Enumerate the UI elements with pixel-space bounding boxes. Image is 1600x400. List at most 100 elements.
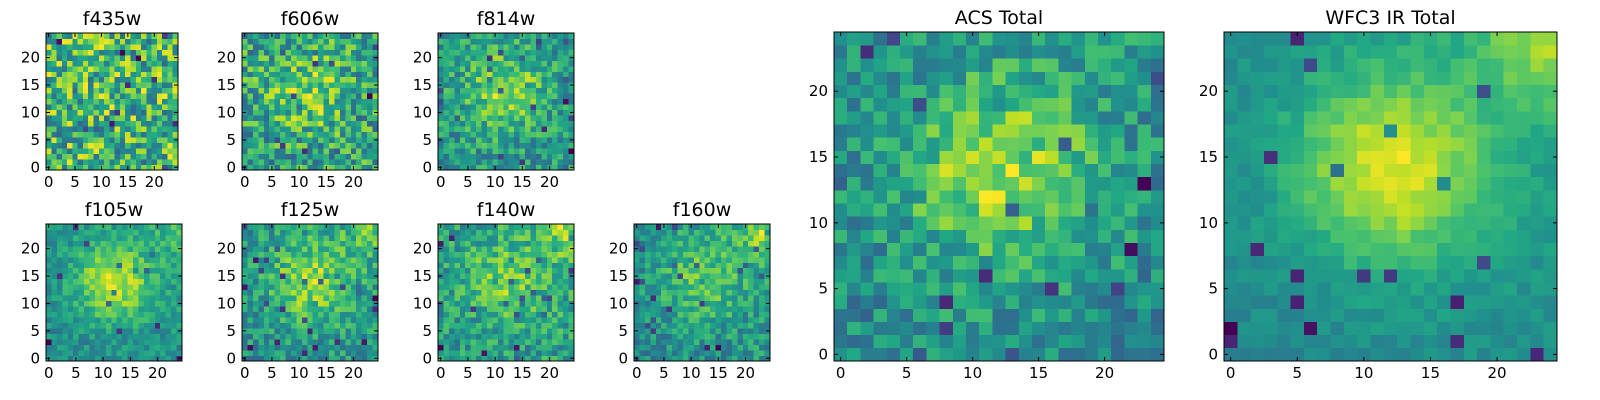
heatmap-cell <box>519 131 526 138</box>
heatmap-cell <box>133 339 139 345</box>
heatmap-cell <box>672 284 678 291</box>
heatmap-cell <box>557 142 564 149</box>
heatmap-cell <box>242 60 248 67</box>
heatmap-cell <box>274 115 281 122</box>
heatmap-cell <box>530 245 537 252</box>
heatmap-cell <box>486 224 493 230</box>
heatmap-cell <box>242 333 248 340</box>
heatmap-cell <box>486 164 493 171</box>
x-tick-label: 15 <box>513 364 532 382</box>
heatmap-cell <box>966 295 980 309</box>
heatmap-cell <box>252 224 259 230</box>
heatmap-cell <box>82 159 89 165</box>
heatmap-cell <box>677 224 684 230</box>
heatmap-cell <box>470 164 477 171</box>
heatmap-cell <box>552 339 559 345</box>
heatmap-cell <box>82 131 89 138</box>
heatmap-cell <box>51 284 58 291</box>
heatmap-cell <box>438 65 444 72</box>
heatmap-cell <box>133 289 139 296</box>
heatmap-cell <box>135 120 142 127</box>
heatmap-cell <box>688 245 695 252</box>
heatmap-cell <box>172 142 179 149</box>
heatmap-cell <box>301 82 308 89</box>
heatmap-cell <box>171 300 177 307</box>
heatmap-cell <box>77 126 84 133</box>
heatmap-cell <box>296 82 303 89</box>
heatmap-cell <box>339 339 346 345</box>
heatmap-cell <box>280 229 286 236</box>
heatmap-cell <box>726 267 733 274</box>
heatmap-cell <box>563 322 569 329</box>
heatmap-cell <box>552 33 559 39</box>
heatmap-cell <box>710 256 716 263</box>
heatmap-cell <box>274 137 281 143</box>
heatmap-cell <box>568 251 575 258</box>
heatmap-cell <box>639 317 646 324</box>
heatmap-cell <box>301 93 308 100</box>
heatmap-cell <box>141 120 147 127</box>
heatmap-cell <box>350 317 357 324</box>
heatmap-cell <box>639 295 646 302</box>
heatmap-cell <box>356 240 363 247</box>
heatmap-cell <box>167 98 174 105</box>
heatmap-cell <box>1111 282 1125 296</box>
heatmap-cell <box>361 284 368 291</box>
heatmap-cell <box>710 295 716 302</box>
heatmap-cell <box>269 229 276 236</box>
heatmap-cell <box>367 153 373 160</box>
heatmap-cell <box>61 71 68 78</box>
heatmap-cell <box>563 306 569 313</box>
heatmap-cell <box>334 234 341 241</box>
heatmap-cell <box>88 38 94 45</box>
heatmap-cell <box>508 164 515 171</box>
heatmap-cell <box>67 131 73 138</box>
heatmap-cell <box>448 322 455 329</box>
heatmap-cell <box>1018 242 1033 257</box>
heatmap-cell <box>726 317 733 324</box>
heatmap-cell <box>307 245 314 252</box>
heatmap-cell <box>672 289 678 296</box>
heatmap-cell <box>699 289 706 296</box>
heatmap-cell <box>655 328 662 334</box>
heatmap-cell <box>109 137 116 143</box>
heatmap-cell <box>1032 229 1046 243</box>
heatmap-cell <box>508 148 515 154</box>
heatmap-cell <box>318 148 324 154</box>
heatmap-cell <box>67 344 74 351</box>
heatmap-cell <box>125 126 131 133</box>
heatmap-cell <box>138 295 145 302</box>
heatmap-cell <box>247 54 254 61</box>
heatmap-cell <box>323 322 330 329</box>
heatmap-cell <box>367 229 373 236</box>
heatmap-cell <box>1124 308 1138 322</box>
heatmap-cell <box>329 251 335 258</box>
heatmap-cell <box>639 350 646 356</box>
heatmap-cell <box>263 54 270 61</box>
heatmap-cell <box>710 273 716 280</box>
heatmap-cell <box>318 234 324 241</box>
heatmap-cell <box>133 256 139 263</box>
heatmap-cell <box>247 295 254 302</box>
heatmap-cell <box>704 278 711 285</box>
heatmap-cell <box>94 339 101 345</box>
heatmap-cell <box>143 245 150 252</box>
heatmap-cell <box>514 240 520 247</box>
heatmap-cell <box>525 333 531 340</box>
heatmap-cell <box>151 148 158 154</box>
heatmap-cell <box>269 76 276 83</box>
heatmap-cell <box>100 289 107 296</box>
heatmap-cell <box>486 115 493 122</box>
heatmap-cell <box>470 33 477 39</box>
heatmap-cell <box>731 300 738 307</box>
heatmap-cell <box>263 93 270 100</box>
heatmap-cell <box>693 240 700 247</box>
heatmap-cell <box>167 104 174 111</box>
heatmap-cell <box>138 333 145 340</box>
heatmap-cell <box>508 284 515 291</box>
heatmap-cell <box>67 300 74 307</box>
heatmap-cell <box>438 333 444 340</box>
heatmap-cell <box>296 120 303 127</box>
heatmap-cell <box>122 278 128 285</box>
heatmap-cell <box>109 153 116 160</box>
